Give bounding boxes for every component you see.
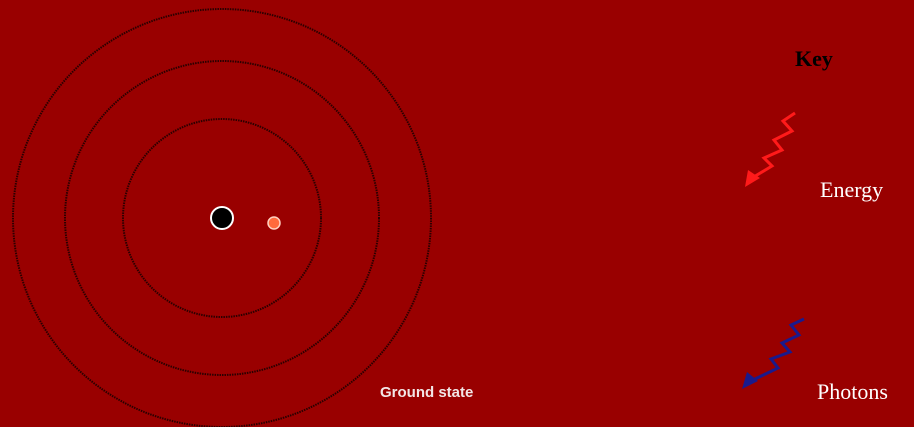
orbit-3 [12,8,432,427]
electron [267,216,281,230]
photons-arrow-icon [742,317,805,389]
key-title: Key [795,46,833,71]
orbit-1 [122,118,322,318]
state-label: Ground state [380,384,474,401]
orbit-2 [64,60,380,376]
nucleus [210,206,234,230]
key-photons-label: Photons [817,379,888,404]
key-energy-label: Energy [820,177,884,202]
energy-arrow-icon [745,111,796,187]
